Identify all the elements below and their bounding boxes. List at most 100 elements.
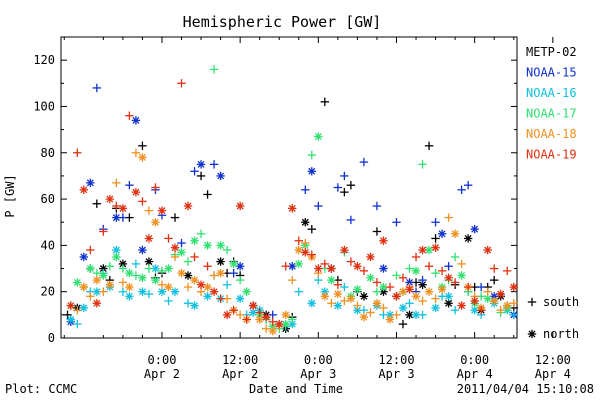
- south-point: [411, 252, 421, 262]
- south-point: [177, 79, 186, 88]
- north-point: [125, 282, 134, 292]
- south-point: [131, 259, 141, 269]
- south-point: [63, 310, 72, 320]
- south-point: [151, 183, 160, 192]
- south-point: [418, 160, 427, 169]
- south-point: [222, 245, 232, 255]
- north-point: [262, 312, 271, 322]
- south-point: [73, 306, 82, 315]
- plot-credit: Plot: CCMC: [5, 382, 77, 396]
- south-point: [392, 218, 401, 227]
- south-point: [144, 289, 154, 299]
- north-point: [333, 289, 343, 299]
- north-point: [307, 299, 316, 308]
- north-point: [151, 275, 160, 285]
- south-point: [183, 282, 193, 292]
- south-point: [92, 83, 102, 93]
- north-point: [353, 262, 362, 271]
- north-point: [86, 264, 95, 273]
- south-point: [131, 271, 141, 280]
- legend-marker-label: south: [543, 295, 579, 309]
- south-point: [301, 185, 310, 195]
- south-point: [431, 268, 440, 278]
- south-point: [359, 266, 369, 276]
- south-point: [314, 201, 323, 211]
- south-point: [372, 287, 382, 296]
- south-point: [125, 180, 134, 190]
- south-point: [196, 229, 206, 239]
- north-point: [418, 245, 427, 255]
- north-point: [379, 236, 388, 245]
- south-point: [196, 171, 206, 181]
- x-tick-date: Apr 3: [300, 367, 336, 381]
- south-point: [424, 262, 434, 271]
- north-point: [190, 301, 199, 310]
- south-point: [509, 299, 518, 308]
- north-point: [138, 287, 147, 296]
- series-noaa-19: [66, 79, 518, 329]
- south-point: [92, 199, 102, 208]
- south-point: [190, 252, 199, 262]
- north-point: [392, 292, 401, 301]
- south-point: [463, 180, 473, 190]
- north-point: [235, 262, 245, 271]
- south-point: [405, 264, 414, 273]
- north-point: [157, 206, 167, 215]
- north-point: [301, 218, 310, 227]
- south-point: [229, 306, 238, 315]
- north-point: [496, 289, 505, 299]
- north-point: [190, 236, 199, 245]
- x-tick-time: 12:00: [222, 353, 258, 367]
- north-point: [229, 259, 238, 269]
- south-point: [125, 111, 134, 120]
- south-point: [183, 257, 193, 266]
- south-point: [320, 259, 330, 269]
- legend-entry: METP-02: [526, 45, 577, 59]
- south-point: [450, 252, 460, 262]
- north-point: [125, 268, 134, 278]
- south-point: [372, 278, 382, 287]
- north-point: [301, 248, 310, 257]
- north-point: [320, 292, 330, 301]
- north-point: [431, 303, 440, 313]
- plot-frame: [60, 36, 518, 339]
- legend-entry: NOAA-19: [526, 148, 577, 162]
- legend-entry: NOAA-15: [526, 66, 577, 80]
- north-point: [450, 229, 460, 239]
- south-point: [209, 65, 219, 74]
- series-noaa-16: [66, 245, 518, 331]
- north-point: [470, 296, 479, 306]
- south-point: [431, 218, 440, 227]
- north-point: [424, 287, 434, 296]
- south-point: [183, 299, 193, 308]
- south-point: [203, 190, 212, 199]
- north-point: [125, 292, 134, 301]
- north-point: [411, 292, 421, 301]
- north-point: [385, 315, 395, 324]
- north-point: [203, 282, 212, 292]
- north-point: [138, 245, 147, 255]
- north-point: [196, 280, 206, 289]
- south-point: [385, 282, 395, 292]
- north-point: [79, 282, 88, 292]
- y-tick-label: 100: [33, 99, 55, 113]
- south-point: [496, 306, 505, 315]
- south-point: [294, 236, 303, 245]
- south-point: [463, 282, 473, 292]
- north-point: [177, 268, 186, 278]
- south-point: [418, 296, 427, 306]
- south-point: [255, 308, 264, 317]
- south-point: [288, 275, 297, 285]
- north-point: [203, 241, 212, 250]
- y-tick-label: 20: [41, 285, 55, 299]
- series-noaa-18: [73, 148, 518, 336]
- south-point: [398, 319, 408, 329]
- north-point: [144, 234, 154, 243]
- south-point: [457, 259, 466, 269]
- north-point: [437, 285, 447, 294]
- north-point: [170, 287, 180, 296]
- south-point: [242, 315, 251, 324]
- north-point: [275, 319, 284, 329]
